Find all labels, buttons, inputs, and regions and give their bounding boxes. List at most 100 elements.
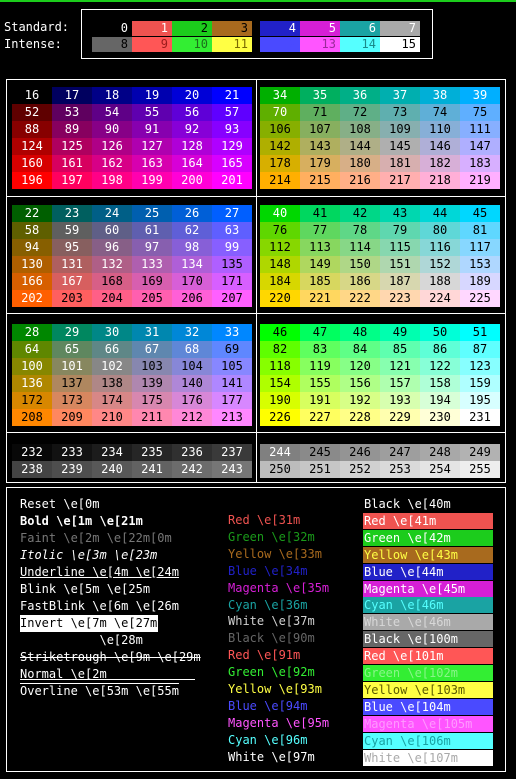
palette-cell-141: 141 <box>212 375 252 392</box>
fg-color-10: Yellow \e[93m <box>228 682 322 696</box>
palette-cell-140: 140 <box>172 375 212 392</box>
palette-cell-156: 156 <box>340 375 380 392</box>
color-swatch-12: 12 <box>260 37 300 52</box>
palette-cell-241: 241 <box>132 461 172 478</box>
palette-cell-89: 89 <box>52 121 92 138</box>
fg-color-1: Green \e[32m <box>228 529 315 544</box>
palette-cell-143: 143 <box>300 138 340 155</box>
palette-cell-112: 112 <box>260 239 300 256</box>
palette-cell-146: 146 <box>420 138 460 155</box>
palette-cell-243: 243 <box>212 461 252 478</box>
palette-cell-57: 57 <box>212 104 252 121</box>
palette-cell-236: 236 <box>172 444 212 461</box>
palette-cell-161: 161 <box>52 155 92 172</box>
palette-cell-35: 35 <box>300 87 340 104</box>
palette-cell-26: 26 <box>172 205 212 222</box>
palette-cell-195: 195 <box>460 392 500 409</box>
palette-cell-150: 150 <box>340 256 380 273</box>
palette-cell-162: 162 <box>92 155 132 172</box>
palette-cell-252: 252 <box>340 461 380 478</box>
palette-cell-154: 154 <box>260 375 300 392</box>
palette-cell-52: 52 <box>12 104 52 121</box>
palette-cell-44: 44 <box>420 205 460 222</box>
palette-cell-224: 224 <box>420 290 460 307</box>
palette-cell-160: 160 <box>12 155 52 172</box>
palette-cell-131: 131 <box>52 256 92 273</box>
palette-cell-28: 28 <box>12 324 52 341</box>
color-swatch-2: 2 <box>172 21 212 36</box>
palette-cell-124: 124 <box>12 138 52 155</box>
palette-cell-53: 53 <box>52 104 92 121</box>
palette-cell-58: 58 <box>12 222 52 239</box>
palette-cell-48: 48 <box>340 324 380 341</box>
palette-cell-209: 209 <box>52 409 92 426</box>
palette-cell-27: 27 <box>212 205 252 222</box>
palette-cell-181: 181 <box>380 155 420 172</box>
palette-cell-247: 247 <box>380 444 420 461</box>
palette-cell-38: 38 <box>420 87 460 104</box>
palette-divider-1 <box>7 196 505 197</box>
basic-colors-frame <box>81 9 433 59</box>
palette-cell-233: 233 <box>52 444 92 461</box>
palette-cell-153: 153 <box>460 256 500 273</box>
palette-cell-109: 109 <box>380 121 420 138</box>
palette-cell-40: 40 <box>260 205 300 222</box>
palette-cell-81: 81 <box>460 222 500 239</box>
palette-cell-34: 34 <box>260 87 300 104</box>
bg-color-5: Magenta \e[45m <box>363 580 493 597</box>
palette-cell-155: 155 <box>300 375 340 392</box>
palette-cell-101: 101 <box>52 358 92 375</box>
palette-cell-66: 66 <box>92 341 132 358</box>
bg-color-15: White \e[107m <box>363 749 493 766</box>
palette-cell-117: 117 <box>460 239 500 256</box>
palette-cell-157: 157 <box>380 375 420 392</box>
palette-cell-189: 189 <box>460 273 500 290</box>
palette-cell-116: 116 <box>420 239 460 256</box>
color-swatch-7: 7 <box>380 21 420 36</box>
bg-color-0: Black \e[40m <box>363 496 493 512</box>
palette-cell-100: 100 <box>12 358 52 375</box>
palette-cell-226: 226 <box>260 409 300 426</box>
palette-cell-210: 210 <box>92 409 132 426</box>
palette-cell-213: 213 <box>212 409 252 426</box>
color-swatch-8: 8 <box>92 37 132 52</box>
palette-cell-85: 85 <box>380 341 420 358</box>
attr-line-9: Striketrough \e[9m \e[29m <box>20 650 201 664</box>
palette-cell-139: 139 <box>132 375 172 392</box>
palette-cell-179: 179 <box>300 155 340 172</box>
palette-cell-214: 214 <box>260 172 300 189</box>
palette-cell-219: 219 <box>460 172 500 189</box>
palette-cell-67: 67 <box>132 341 172 358</box>
palette-cell-99: 99 <box>212 239 252 256</box>
palette-cell-64: 64 <box>12 341 52 358</box>
palette-cell-253: 253 <box>380 461 420 478</box>
palette-cell-98: 98 <box>172 239 212 256</box>
palette-cell-170: 170 <box>172 273 212 290</box>
palette-cell-83: 83 <box>300 341 340 358</box>
palette-cell-62: 62 <box>172 222 212 239</box>
palette-cell-135: 135 <box>212 256 252 273</box>
palette-cell-37: 37 <box>380 87 420 104</box>
palette-cell-200: 200 <box>172 172 212 189</box>
palette-cell-167: 167 <box>52 273 92 290</box>
palette-cell-190: 190 <box>260 392 300 409</box>
palette-cell-221: 221 <box>300 290 340 307</box>
color-swatch-14: 14 <box>340 37 380 52</box>
fg-color-2: Yellow \e[33m <box>228 546 322 561</box>
palette-cell-182: 182 <box>420 155 460 172</box>
fg-color-6: White \e[37m <box>228 614 315 629</box>
attr-line-10: Normal \e[2m <box>20 667 107 681</box>
palette-cell-197: 197 <box>52 172 92 189</box>
palette-cell-175: 175 <box>132 392 172 409</box>
palette-cell-60: 60 <box>92 222 132 239</box>
palette-cell-95: 95 <box>52 239 92 256</box>
palette-cell-56: 56 <box>172 104 212 121</box>
palette-cell-61: 61 <box>132 222 172 239</box>
palette-cell-111: 111 <box>460 121 500 138</box>
color-swatch-10: 10 <box>172 37 212 52</box>
palette-cell-132: 132 <box>92 256 132 273</box>
palette-cell-82: 82 <box>260 341 300 358</box>
palette-cell-232: 232 <box>12 444 52 461</box>
palette-cell-105: 105 <box>212 358 252 375</box>
palette-cell-242: 242 <box>172 461 212 478</box>
